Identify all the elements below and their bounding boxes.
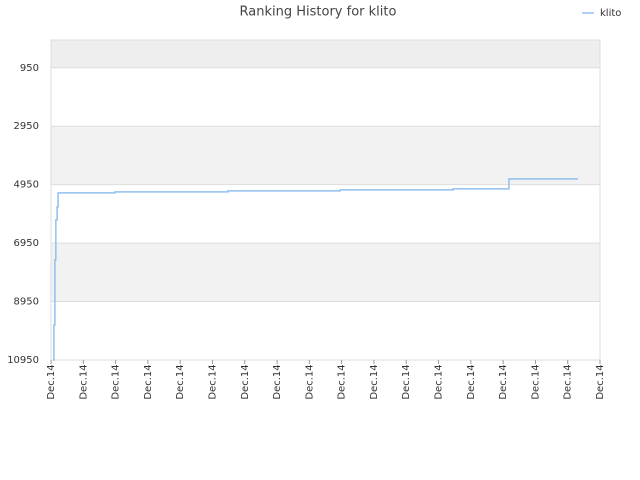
x-tick-label: Dec.14: [498, 364, 509, 399]
x-tick-label: Dec.14: [466, 364, 477, 399]
y-tick-label: 8950: [14, 297, 39, 308]
x-tick-label: Dec.14: [369, 364, 380, 399]
grid-band: [51, 243, 600, 302]
x-tick-label: Dec.14: [143, 364, 154, 399]
x-tick-label: Dec.14: [207, 364, 218, 399]
y-tick-label: 950: [20, 63, 39, 74]
x-tick-label: Dec.14: [46, 364, 57, 399]
y-tick-label: 2950: [14, 121, 39, 132]
y-tick-label: 10950: [7, 355, 39, 366]
x-tick-label: Dec.14: [111, 364, 122, 399]
x-tick-label: Dec.14: [337, 364, 348, 399]
grid-band: [51, 40, 600, 68]
chart-title: Ranking History for klito: [240, 5, 397, 20]
x-tick-label: Dec.14: [563, 364, 574, 399]
x-tick-label: Dec.14: [304, 364, 315, 399]
x-tick-label: Dec.14: [530, 364, 541, 399]
legend-label: klito: [600, 8, 621, 19]
x-tick-label: Dec.14: [434, 364, 445, 399]
plot-border: [50, 39, 601, 361]
grid-band: [51, 184, 600, 244]
grid-band: [51, 67, 600, 127]
x-tick-label: Dec.14: [595, 364, 606, 399]
x-tick-label: Dec.14: [272, 364, 283, 399]
x-tick-label: Dec.14: [401, 364, 412, 399]
grid-band: [51, 126, 600, 185]
plot-background: [51, 40, 600, 360]
y-tick-label: 6950: [14, 238, 39, 249]
x-tick-label: Dec.14: [175, 364, 186, 399]
y-tick-label: 4950: [14, 180, 39, 191]
series-line: [52, 178, 579, 361]
x-tick-label: Dec.14: [78, 364, 89, 399]
x-tick-label: Dec.14: [240, 364, 251, 399]
grid-band: [51, 301, 600, 360]
